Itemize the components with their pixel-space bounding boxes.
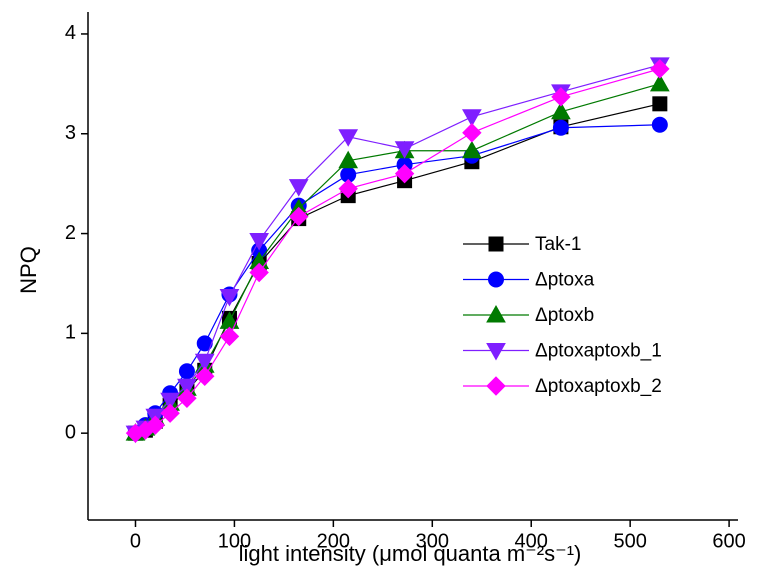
x-tick-label: 500: [613, 530, 646, 552]
data-point: [394, 163, 415, 184]
data-point: [177, 378, 197, 397]
data-point: [289, 206, 309, 227]
x-tick-label: 400: [515, 530, 548, 552]
data-point: [177, 388, 197, 408]
x-tick-label: 100: [218, 530, 251, 552]
data-point: [650, 59, 670, 79]
legend-label: Δptoxb: [535, 305, 594, 326]
data-point: [394, 141, 415, 159]
data-point: [145, 415, 165, 435]
data-point: [338, 178, 358, 199]
y-tick-label: 0: [65, 421, 76, 443]
data-point: [249, 233, 270, 251]
data-point: [462, 109, 482, 127]
x-tick-label: 200: [317, 530, 350, 552]
data-point: [551, 101, 571, 120]
data-point: [160, 403, 180, 423]
data-point: [178, 363, 195, 380]
legend-marker: [488, 271, 504, 288]
x-axis-label: light intensity (μmol quanta m⁻²s⁻¹): [239, 541, 582, 566]
data-point: [196, 335, 213, 352]
data-point: [651, 116, 668, 133]
legend-marker: [486, 304, 506, 323]
data-point: [219, 288, 240, 307]
y-tick-label: 2: [65, 222, 76, 244]
data-point: [338, 150, 359, 169]
legend-label: Δptoxaptoxb_2: [535, 376, 662, 397]
data-point: [219, 326, 240, 347]
data-point: [195, 366, 215, 386]
data-point: [652, 96, 668, 112]
x-tick-label: 0: [130, 530, 141, 552]
data-point: [551, 87, 571, 107]
legend-label: Δptoxa: [535, 270, 595, 291]
y-axis-label: NPQ: [16, 246, 41, 294]
legend-marker: [486, 343, 506, 361]
legend-label: Δptoxaptoxb_1: [535, 341, 662, 362]
data-point: [462, 140, 482, 159]
data-point: [649, 73, 670, 92]
y-tick-label: 3: [65, 122, 76, 144]
data-point: [338, 129, 359, 147]
legend-marker: [486, 376, 506, 396]
data-point: [462, 123, 482, 143]
data-point: [552, 119, 569, 136]
legend-label: Tak-1: [535, 234, 581, 255]
data-point: [194, 353, 215, 372]
x-tick-label: 600: [712, 530, 745, 552]
data-point: [160, 392, 180, 411]
data-point: [288, 179, 309, 197]
y-tick-label: 4: [65, 22, 76, 44]
legend-marker: [488, 236, 504, 252]
x-tick-label: 300: [416, 530, 449, 552]
data-point: [249, 262, 269, 283]
y-tick-label: 1: [65, 322, 76, 344]
